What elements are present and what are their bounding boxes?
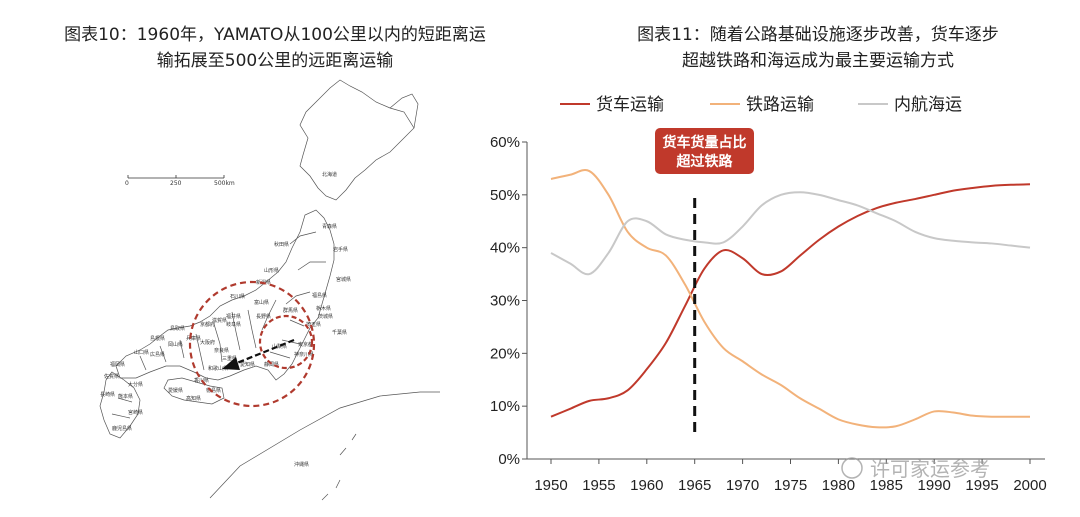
x-tick-label: 1990: [918, 477, 951, 494]
watermark-text: 许可家运参考: [870, 457, 990, 481]
map-label-toyama: 富山県: [254, 299, 269, 306]
map-label-hiroshima: 広島県: [150, 351, 165, 358]
x-tick-label: 1970: [726, 477, 759, 494]
x-tick-label: 1980: [822, 477, 855, 494]
series-lines: [550, 169, 1031, 429]
map-label-miyazaki: 宮崎県: [128, 409, 143, 416]
callout-box: [655, 128, 754, 174]
legend-label-0: 货车运输: [596, 95, 664, 115]
legend-label-1: 铁路运输: [746, 95, 814, 115]
map-label-akita: 秋田県: [274, 241, 289, 248]
map-label-iwate: 岩手県: [333, 246, 348, 253]
map-label-kyoto: 京都府: [200, 321, 215, 328]
short-distance-100km-circle: [258, 314, 314, 370]
map-label-yamanashi: 山梨県: [272, 343, 287, 350]
map-label-nagano: 長野県: [256, 313, 271, 320]
map-label-yamagata: 山形県: [264, 267, 279, 274]
map-label-osaka: 大阪府: [200, 339, 215, 346]
map-label-kagoshima: 鹿児島県: [112, 425, 132, 432]
left-figure-title: 图表10：1960年，YAMATO从100公里以内的短距离运 输拓展至500公里…: [10, 22, 540, 74]
right-title-line1: 图表11：随着公路基础设施逐步改善，货车逐步: [637, 25, 999, 45]
map-label-fukui: 福井県: [226, 313, 241, 320]
map-label-kochi: 高知県: [186, 395, 201, 402]
x-tick-label: 2000: [1013, 477, 1046, 494]
map-label-okayama: 岡山県: [168, 341, 183, 348]
map-label-tochigi: 栃木県: [316, 305, 331, 312]
map-scale-bar: 0 250 500km: [125, 175, 235, 187]
map-prefecture-labels: 北海道 青森県 秋田県 岩手県 山形県 宮城県 新潟県 福島県 石川県 富山県 …: [100, 171, 351, 468]
expansion-arrow-line: [231, 338, 295, 367]
map-label-yamaguchi: 山口県: [134, 349, 149, 356]
map-label-gunma: 群馬県: [283, 307, 298, 314]
map-label-shimane: 島根県: [150, 335, 165, 342]
map-label-hyogo: 兵庫県: [186, 335, 201, 342]
map-label-ibaraki: 茨城県: [318, 313, 333, 320]
series-line-0: [550, 183, 1031, 418]
map-label-shizuoka: 静岡県: [264, 361, 279, 368]
right-figure-title: 图表11：随着公路基础设施逐步改善，货车逐步 超越铁路和海运成为最主要运输方式: [568, 22, 1068, 74]
map-label-fukushima: 福島県: [312, 292, 327, 299]
japan-outline: [99, 79, 440, 501]
long-distance-500km-circle: [188, 280, 316, 408]
map-label-okinawa: 沖縄県: [294, 461, 309, 468]
map-label-tokyo: 東京都: [298, 341, 313, 348]
map-label-shiga: 滋賀県: [212, 317, 227, 324]
series-line-1: [550, 169, 1030, 429]
x-tick-label: 1965: [678, 477, 711, 494]
map-label-gifu: 岐阜県: [226, 321, 241, 328]
map-label-tottori: 鳥取県: [170, 325, 185, 332]
right-title-line2: 超越铁路和海运成为最主要运输方式: [682, 51, 954, 71]
x-tick-label: 1975: [774, 477, 807, 494]
expansion-arrow-head: [222, 357, 240, 370]
series-line-2: [550, 191, 1031, 276]
x-tick-label: 1960: [630, 477, 663, 494]
map-label-hokkaido: 北海道: [322, 171, 337, 178]
map-label-ehime: 愛媛県: [168, 387, 183, 394]
map-label-saitama: 埼玉県: [306, 321, 321, 328]
scale-label-500: 500km: [214, 180, 235, 187]
legend-label-2: 内航海运: [894, 95, 962, 115]
left-title-line2: 输拓展至500公里的远距离运输: [156, 51, 394, 71]
left-title-line1: 图表10：1960年，YAMATO从100公里以内的短距离运: [64, 25, 486, 45]
chart-legend: 货车运输 铁路运输 内航海运: [560, 95, 962, 115]
map-label-kanagawa: 神奈川県: [294, 351, 314, 358]
map-label-oita: 大分県: [128, 381, 143, 388]
map-label-nagasaki: 長崎県: [100, 391, 115, 398]
scale-label-250: 250: [170, 180, 182, 187]
map-label-aomori: 青森県: [322, 223, 337, 230]
x-axis-ticks: 1950 1955 1960 1965 1970 1975 1980 1985 1990 1995…: [534, 459, 1047, 494]
crossover-callout: 货车货量占比 超过铁路: [655, 128, 754, 174]
map-label-chiba: 千葉県: [332, 329, 347, 336]
map-label-aichi: 愛知県: [240, 361, 255, 368]
map-label-nara: 奈良県: [214, 347, 229, 354]
japan-map: 0 250 500km 北海道 青森県 秋田県 岩手県 山形県 宮城県 新潟県 …: [99, 79, 440, 501]
callout-line2: 超过铁路: [676, 153, 734, 170]
callout-line1: 货车货量占比: [662, 134, 747, 151]
map-label-saga: 佐賀県: [104, 373, 119, 380]
wechat-icon: [841, 457, 863, 479]
map-label-wakayama: 和歌山県: [208, 365, 228, 372]
scale-label-0: 0: [125, 180, 129, 187]
map-label-fukuoka: 福岡県: [110, 361, 125, 368]
map-label-ishikawa: 石川県: [230, 294, 245, 300]
x-tick-label: 1955: [582, 477, 615, 494]
x-tick-label: 1995: [965, 477, 998, 494]
map-label-kumamoto: 熊本県: [118, 393, 133, 400]
map-label-miyagi: 宮城県: [336, 276, 351, 283]
map-label-mie: 三重県: [222, 355, 237, 362]
map-label-tokushima: 徳島県: [206, 387, 221, 394]
x-tick-label: 1985: [870, 477, 903, 494]
watermark: 许可家运参考: [841, 457, 990, 481]
